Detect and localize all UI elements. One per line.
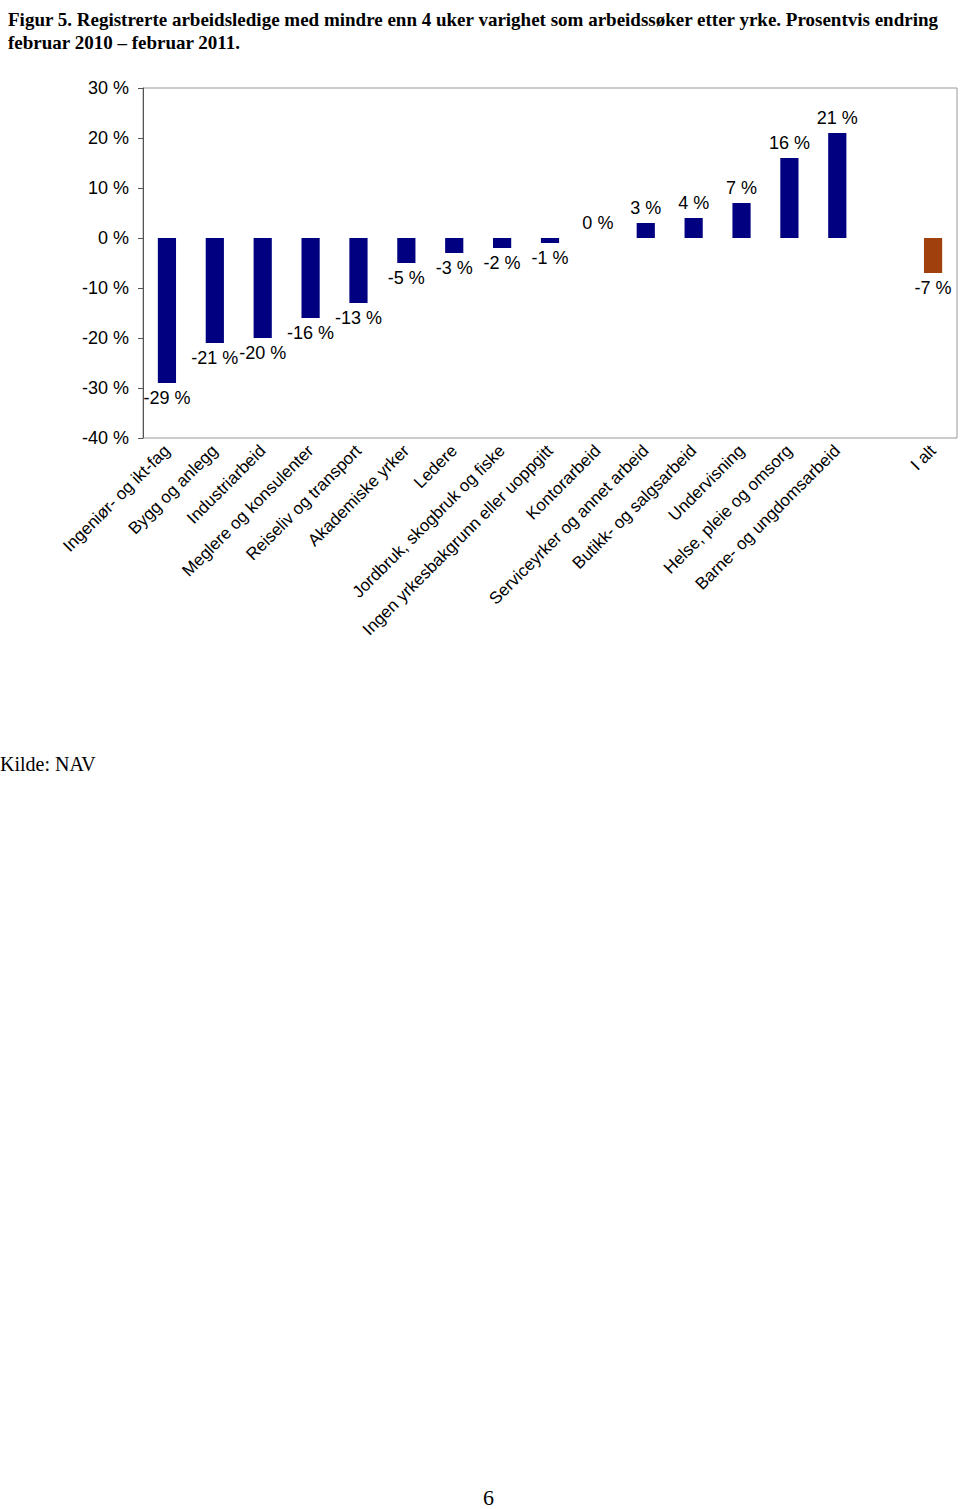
svg-text:-2 %: -2 % [484, 253, 521, 273]
svg-text:Barne- og ungdomsarbeid: Barne- og ungdomsarbeid [692, 441, 844, 593]
svg-text:Kilde: NAV: Kilde: NAV [0, 753, 96, 775]
svg-text:3 %: 3 % [630, 198, 661, 218]
svg-text:10 %: 10 % [88, 178, 129, 198]
svg-text:Reiseliv og transport: Reiseliv og transport [242, 441, 366, 565]
svg-text:6: 6 [483, 1485, 494, 1509]
svg-text:30 %: 30 % [88, 78, 129, 98]
svg-text:Bygg og anlegg: Bygg og anlegg [124, 441, 222, 539]
svg-text:-1 %: -1 % [531, 248, 568, 268]
svg-text:-20 %: -20 % [82, 328, 129, 348]
svg-text:-3 %: -3 % [436, 258, 473, 278]
svg-text:-21 %: -21 % [191, 348, 238, 368]
svg-text:7 %: 7 % [726, 178, 757, 198]
svg-text:Kontorarbeid: Kontorarbeid [522, 441, 605, 524]
svg-text:16 %: 16 % [769, 133, 810, 153]
svg-text:Figur 5. Registrerte arbeidsle: Figur 5. Registrerte arbeidsledige med m… [8, 9, 943, 30]
svg-text:-30 %: -30 % [82, 378, 129, 398]
svg-text:Butikk- og salgsarbeid: Butikk- og salgsarbeid [568, 441, 701, 573]
svg-text:-10 %: -10 % [82, 278, 129, 298]
svg-text:-5 %: -5 % [388, 268, 425, 288]
svg-text:Serviceyrker og annet arbeid: Serviceyrker og annet arbeid [485, 441, 653, 609]
svg-text:-29 %: -29 % [143, 388, 190, 408]
svg-text:Meglere og konsulenter: Meglere og konsulenter [178, 441, 318, 581]
svg-text:21 %: 21 % [817, 108, 858, 128]
svg-text:-7 %: -7 % [915, 278, 952, 298]
svg-text:Jordbruk, skogbruk og fiske: Jordbruk, skogbruk og fiske [348, 441, 509, 602]
svg-text:Ledere: Ledere [410, 441, 461, 493]
svg-text:Ingeniør- og ikt-fag: Ingeniør- og ikt-fag [59, 441, 174, 556]
svg-text:Ingen yrkesbakgrunn eller uopp: Ingen yrkesbakgrunn eller uoppgitt [359, 441, 557, 639]
svg-text:-20 %: -20 % [239, 343, 286, 363]
svg-text:Industriarbeid: Industriarbeid [183, 441, 270, 528]
svg-text:-13 %: -13 % [335, 308, 382, 328]
svg-text:Undervisning: Undervisning [664, 441, 749, 525]
svg-text:I alt: I alt [907, 441, 940, 474]
svg-text:-16 %: -16 % [287, 323, 334, 343]
svg-text:Helse, pleie og omsorg: Helse, pleie og omsorg [659, 441, 797, 578]
svg-text:0 %: 0 % [582, 213, 613, 233]
svg-text:-40 %: -40 % [82, 428, 129, 448]
svg-text:20 %: 20 % [88, 128, 129, 148]
svg-text:4 %: 4 % [678, 193, 709, 213]
svg-text:0 %: 0 % [98, 228, 129, 248]
svg-text:Akademiske yrker: Akademiske yrker [304, 441, 413, 550]
svg-text:februar 2010 – februar 2011.: februar 2010 – februar 2011. [8, 32, 240, 53]
